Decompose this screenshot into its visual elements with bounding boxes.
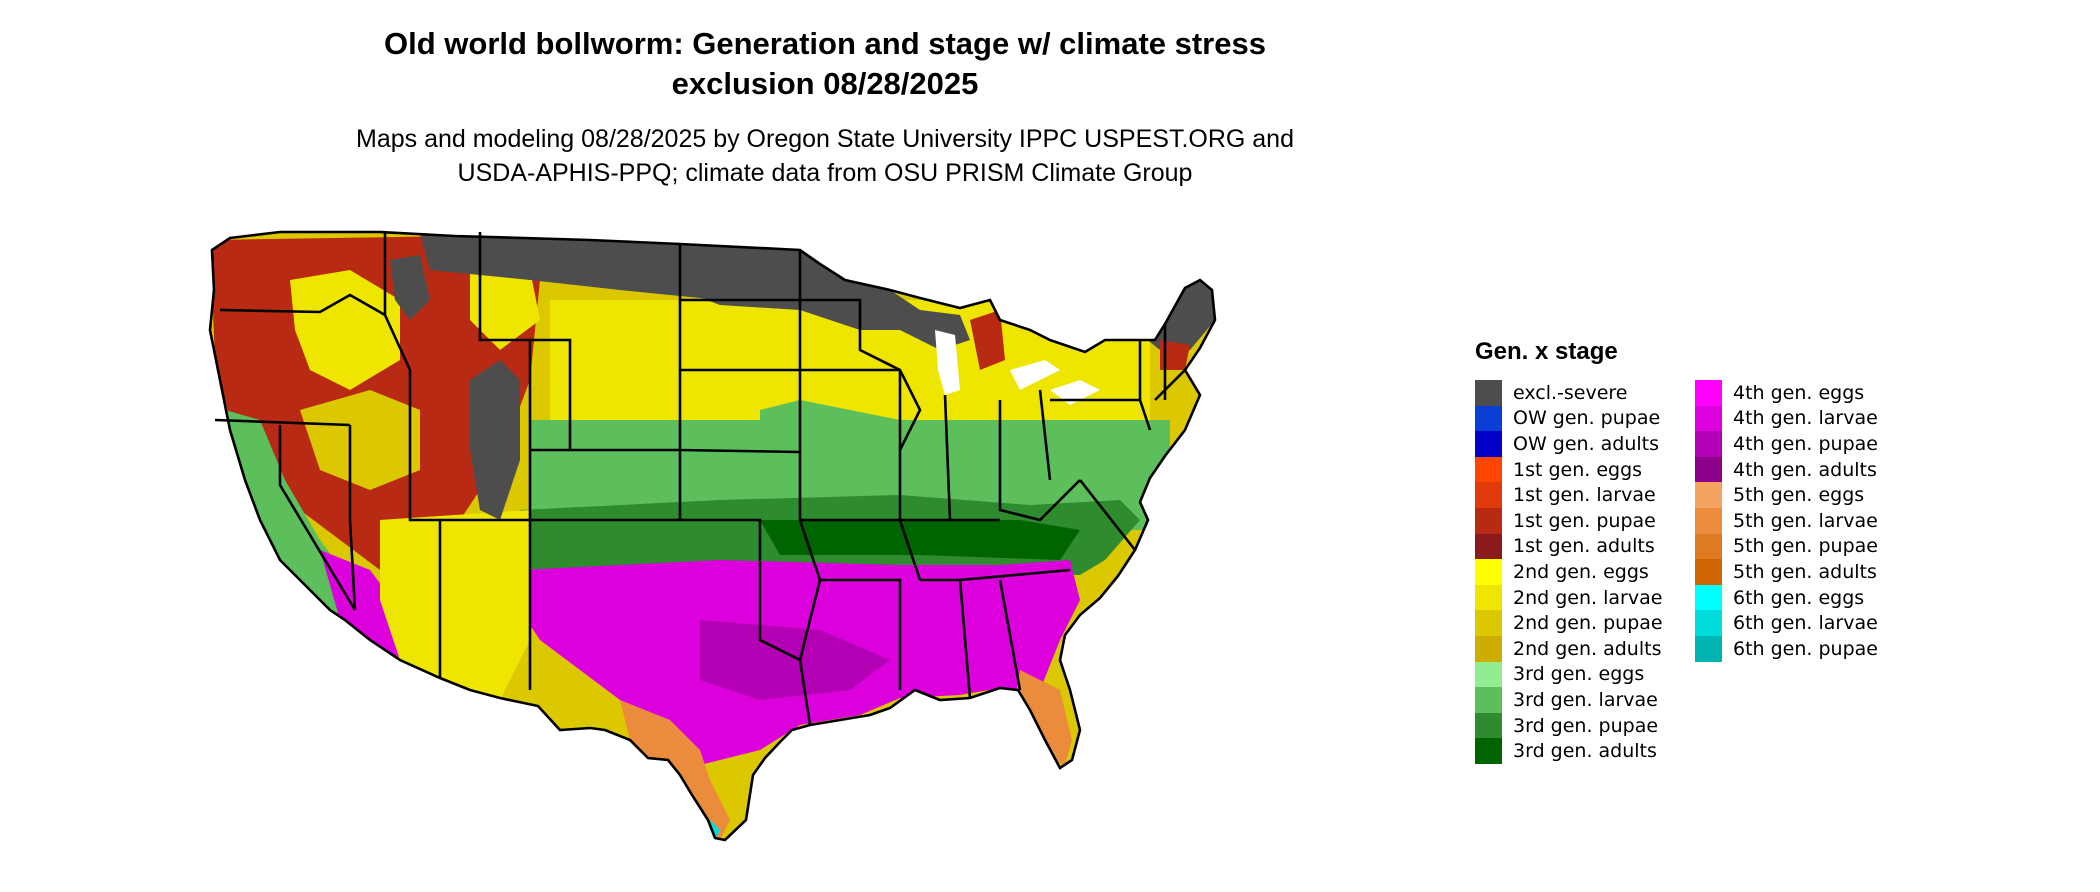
legend-swatch (1695, 610, 1722, 636)
legend-label: 2nd gen. eggs (1513, 560, 1649, 583)
legend-item: 1st gen. adults (1475, 533, 1663, 560)
legend-item: 4th gen. adults (1695, 456, 1878, 483)
legend-swatch (1475, 712, 1502, 739)
map-title-line-2: exclusion 08/28/2025 (671, 66, 979, 101)
legend-title: Gen. x stage (1475, 338, 1618, 365)
legend-label: 6th gen. larvae (1733, 612, 1878, 635)
legend-swatch (1695, 584, 1722, 611)
legend-item: 1st gen. larvae (1475, 482, 1663, 508)
legend-label: 1st gen. larvae (1513, 484, 1656, 507)
legend-swatch (1695, 507, 1722, 534)
legend-item: 3rd gen. larvae (1475, 687, 1663, 713)
legend-label: 3rd gen. pupae (1513, 714, 1659, 737)
legend-label: excl.-severe (1513, 381, 1628, 404)
legend-swatch (1695, 380, 1722, 406)
legend-item: 5th gen. pupae (1695, 533, 1878, 560)
us-generation-stage-map (208, 230, 1217, 842)
legend-label: 5th gen. eggs (1733, 484, 1865, 507)
legend-label: 2nd gen. pupae (1513, 612, 1663, 635)
legend-label: OW gen. adults (1513, 432, 1660, 455)
legend-label: 6th gen. eggs (1733, 586, 1865, 609)
legend-item: 1st gen. pupae (1475, 507, 1663, 534)
legend-item: 5th gen. adults (1695, 559, 1878, 585)
legend-item: 6th gen. pupae (1695, 635, 1878, 662)
legend-label: 2nd gen. adults (1513, 637, 1662, 660)
legend-swatch (1475, 687, 1502, 713)
legend-swatch (1695, 482, 1722, 508)
legend-column-1: excl.-severe OW gen. pupae OW gen. adult… (1475, 380, 1663, 764)
legend-item: OW gen. adults (1475, 431, 1663, 457)
legend-item: 3rd gen. eggs (1475, 661, 1663, 688)
legend-swatch (1695, 533, 1722, 560)
legend-label: 4th gen. larvae (1733, 407, 1878, 430)
legend-label: 5th gen. adults (1733, 560, 1877, 583)
legend-label: 5th gen. pupae (1733, 535, 1878, 558)
map-title-line-1: Old world bollworm: Generation and stage… (384, 26, 1266, 61)
legend-item: 4th gen. eggs (1695, 380, 1878, 406)
legend-label: 4th gen. adults (1733, 458, 1877, 481)
legend-swatch (1475, 584, 1502, 611)
legend-swatch (1695, 431, 1722, 457)
legend-swatch (1475, 456, 1502, 483)
legend-item: 2nd gen. eggs (1475, 559, 1663, 585)
legend-item: 1st gen. eggs (1475, 456, 1663, 483)
map-title: Old world bollworm: Generation and stage… (240, 24, 1410, 104)
legend-label: 3rd gen. eggs (1513, 663, 1645, 686)
legend-swatch (1475, 405, 1502, 432)
legend-label: 5th gen. larvae (1733, 509, 1878, 532)
legend-item: 2nd gen. pupae (1475, 610, 1663, 636)
legend-swatch (1475, 610, 1502, 636)
legend-swatch (1475, 635, 1502, 662)
legend-item: 6th gen. eggs (1695, 584, 1878, 611)
map-subtitle-line-1: Maps and modeling 08/28/2025 by Oregon S… (356, 125, 1294, 153)
legend-swatch (1475, 559, 1502, 585)
legend-item: OW gen. pupae (1475, 405, 1663, 432)
legend-swatch (1695, 456, 1722, 483)
legend-item: 4th gen. larvae (1695, 405, 1878, 432)
map-legend: Gen. x stage excl.-severe OW gen. pupae … (1475, 338, 2015, 778)
legend-item: 2nd gen. larvae (1475, 584, 1663, 611)
legend-label: 3rd gen. adults (1513, 740, 1657, 763)
legend-swatch (1695, 405, 1722, 432)
legend-label: 1st gen. adults (1513, 535, 1655, 558)
legend-item: 5th gen. larvae (1695, 507, 1878, 534)
legend-item: 2nd gen. adults (1475, 635, 1663, 662)
legend-item: 3rd gen. adults (1475, 738, 1663, 764)
legend-item: excl.-severe (1475, 380, 1663, 406)
legend-swatch (1475, 482, 1502, 508)
legend-swatch (1475, 431, 1502, 457)
legend-swatch (1475, 661, 1502, 688)
legend-item: 4th gen. pupae (1695, 431, 1878, 457)
legend-column-2: 4th gen. eggs 4th gen. larvae 4th gen. p… (1695, 380, 1878, 662)
legend-label: 2nd gen. larvae (1513, 586, 1663, 609)
legend-swatch (1475, 380, 1502, 406)
legend-label: 4th gen. pupae (1733, 432, 1878, 455)
legend-swatch (1695, 559, 1722, 585)
legend-label: OW gen. pupae (1513, 407, 1661, 430)
legend-label: 1st gen. pupae (1513, 509, 1656, 532)
legend-label: 1st gen. eggs (1513, 458, 1643, 481)
legend-item: 6th gen. larvae (1695, 610, 1878, 636)
legend-item: 3rd gen. pupae (1475, 712, 1663, 739)
legend-swatch (1475, 533, 1502, 560)
legend-label: 6th gen. pupae (1733, 637, 1878, 660)
map-subtitle-line-2: USDA-APHIS-PPQ; climate data from OSU PR… (457, 159, 1193, 187)
legend-label: 3rd gen. larvae (1513, 688, 1658, 711)
legend-label: 4th gen. eggs (1733, 381, 1865, 404)
map-subtitle: Maps and modeling 08/28/2025 by Oregon S… (240, 122, 1410, 190)
legend-swatch (1475, 738, 1502, 764)
legend-swatch (1475, 507, 1502, 534)
legend-swatch (1695, 635, 1722, 662)
legend-item: 5th gen. eggs (1695, 482, 1878, 508)
